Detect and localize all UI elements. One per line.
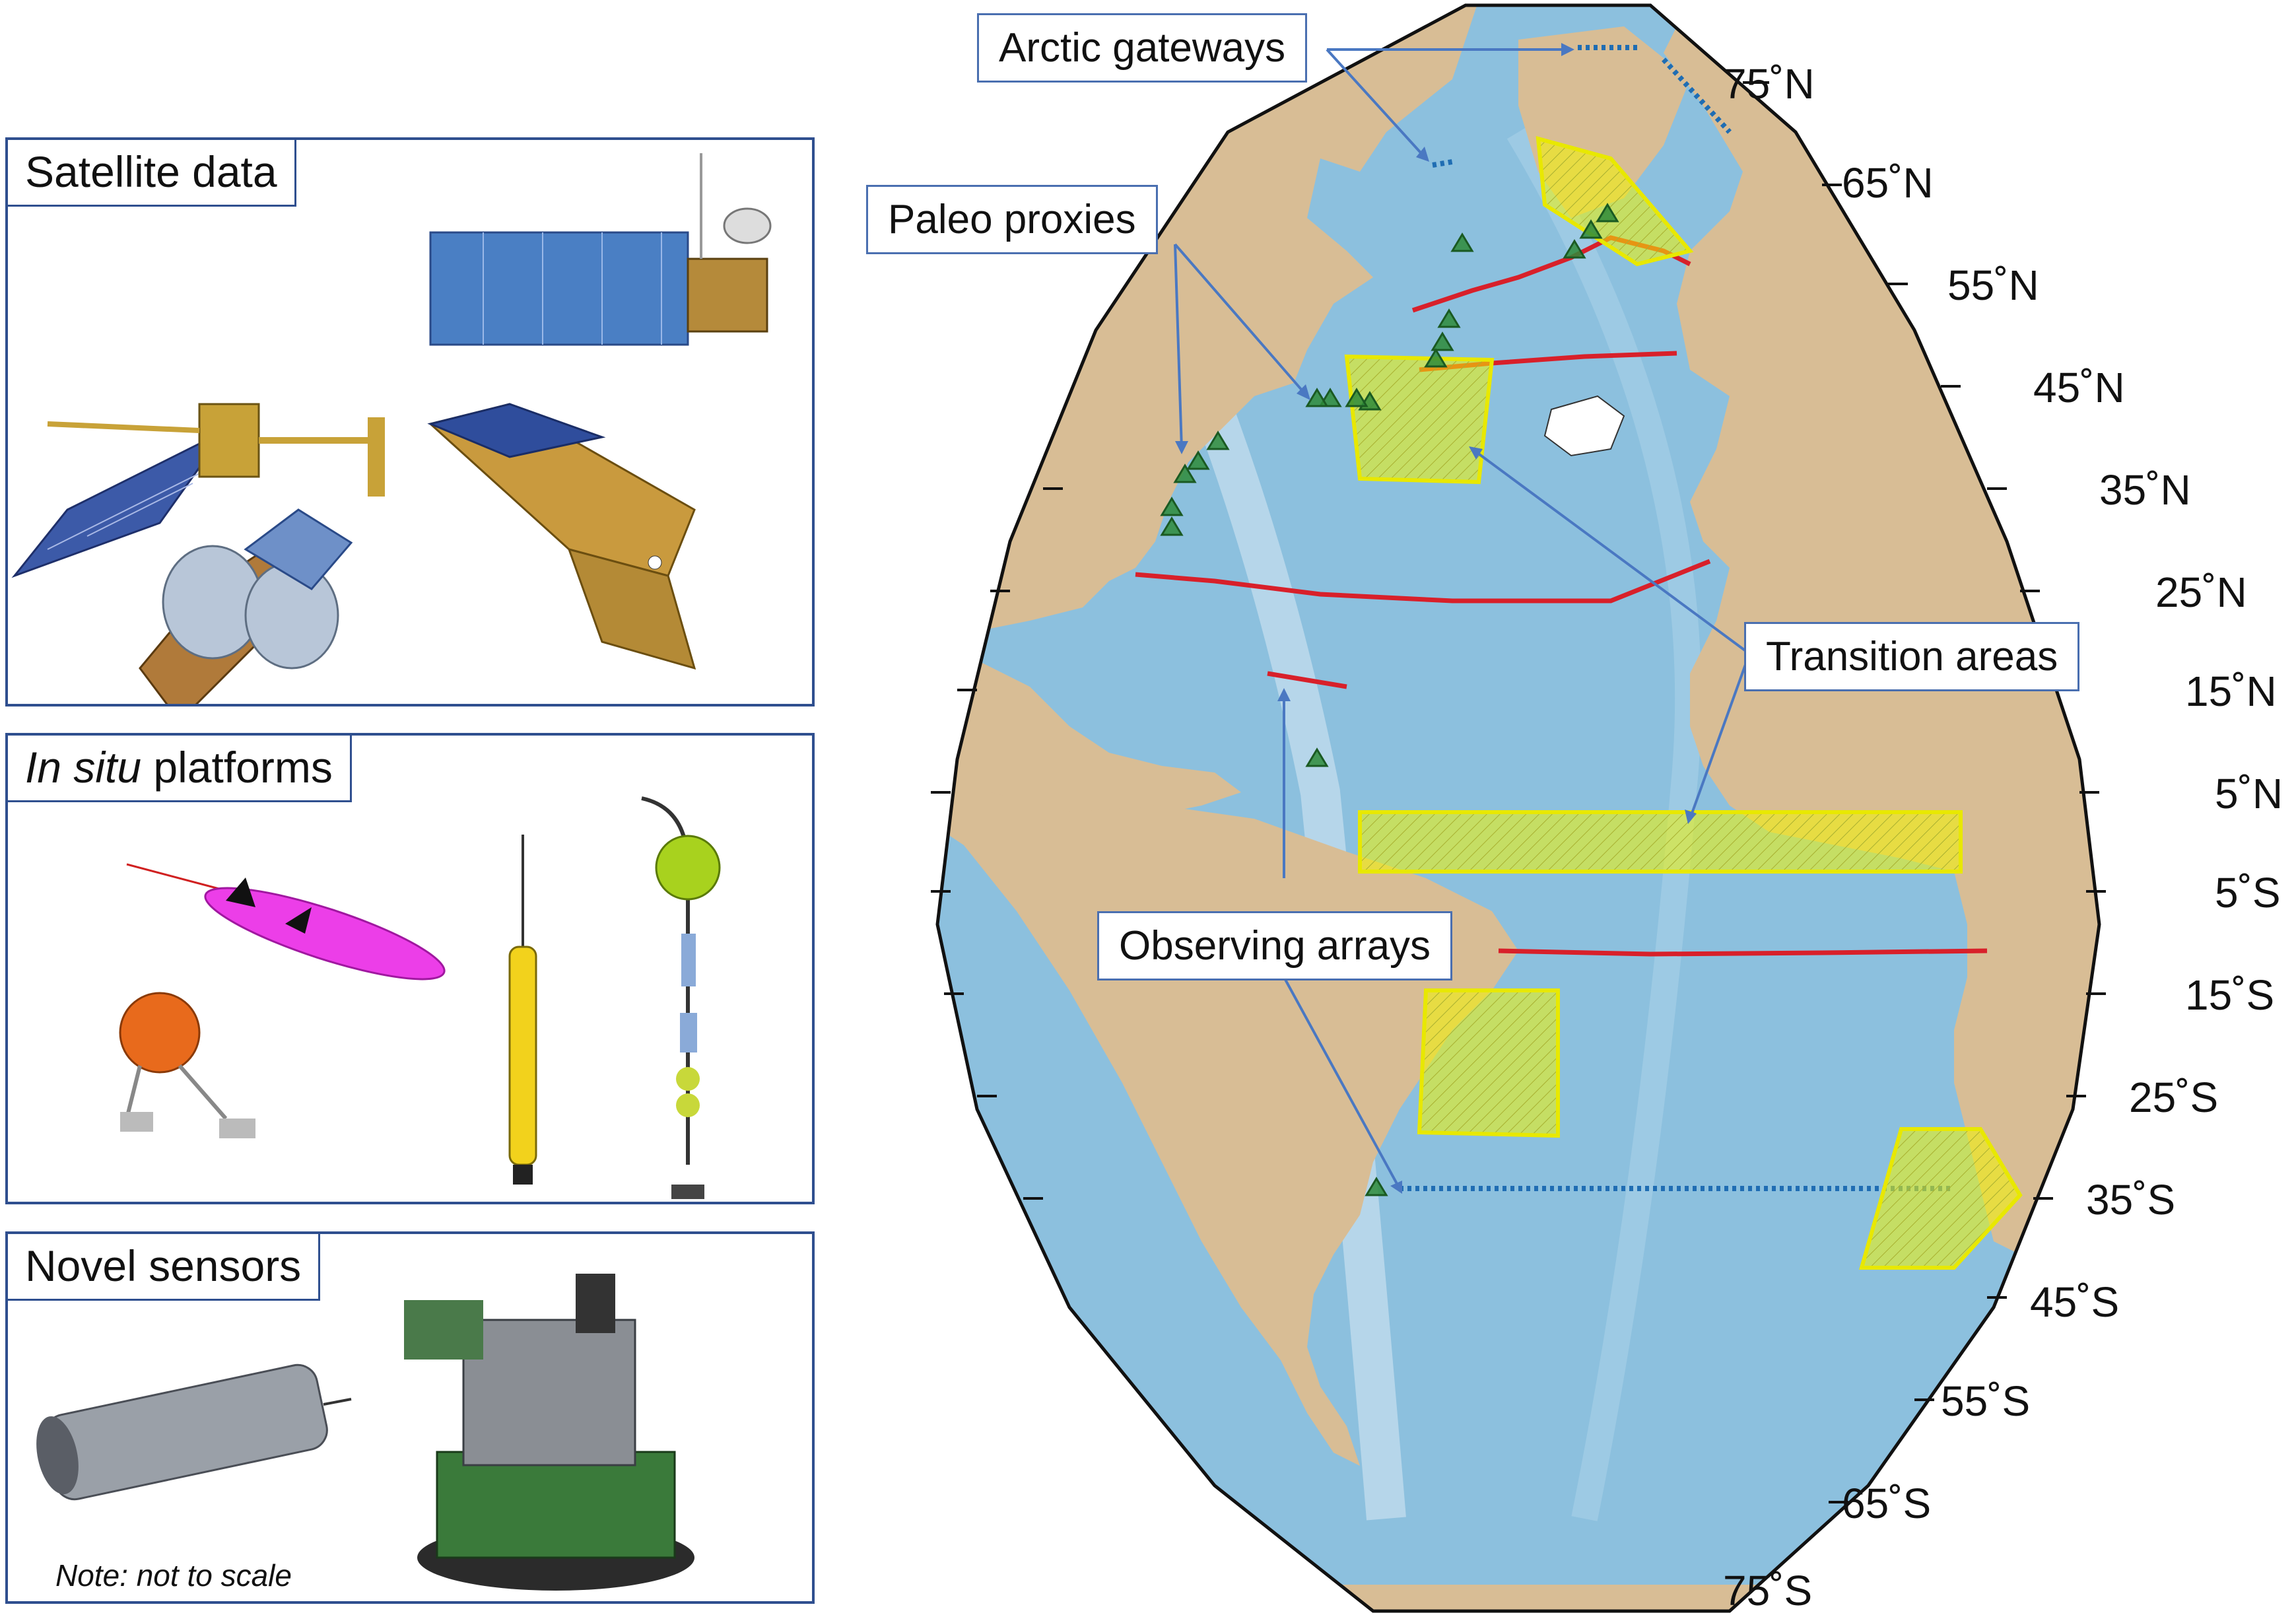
lat-label-55s: 55˚S (1941, 1377, 2031, 1425)
in-situ-illustrations (119, 796, 721, 1199)
lat-label-65s: 65˚S (1842, 1480, 1932, 1527)
lat-label-25s: 25˚S (2129, 1074, 2219, 1121)
lat-label-35n: 35˚N (2099, 466, 2191, 514)
transition-areas (1344, 135, 2023, 1270)
satellite-data-label: Satellite data (8, 140, 296, 207)
iceland-land (1543, 395, 1625, 457)
argo-float-icon (508, 835, 537, 1185)
transition-arrow-1 (1471, 448, 1751, 655)
lat-label-45n: 45˚N (2033, 364, 2125, 411)
paleo-arrow-1 (1174, 244, 1183, 450)
callout-arrows (1174, 48, 1751, 1189)
arrow-heads (1175, 43, 1697, 1194)
lat-label-25n: 25˚N (2155, 568, 2247, 616)
satellite-2-icon (429, 153, 772, 346)
transition-area-brazil (1417, 988, 1560, 1138)
observing-arrow-2 (1283, 977, 1401, 1189)
satellite-data-panel: Satellite data (5, 137, 815, 706)
in-situ-platforms-panel: In situ platforms (5, 733, 815, 1204)
glider-icon (126, 863, 446, 981)
map-frame (935, 3, 2101, 1613)
lat-label-75n: 75˚N (1723, 60, 1815, 108)
in-situ-italic-text: In situ (25, 743, 142, 792)
transition-arrow-2 (1689, 653, 1751, 819)
transition-area-nordic (1536, 135, 1694, 267)
lat-label-5n: 5˚N (2215, 770, 2283, 817)
transition-area-equatorial (1358, 810, 1963, 874)
south-atlantic-line (1498, 948, 1988, 957)
central-america-land (937, 634, 1241, 832)
transition-area-subpolar (1344, 354, 1495, 485)
satellite-1-icon (11, 403, 385, 578)
gateway-lines (1400, 45, 1954, 1191)
observing-arrays-callout: Observing arrays (1097, 911, 1453, 981)
mooring-icon (641, 796, 721, 1199)
barents-line (1662, 57, 1732, 134)
cylindrical-sensor-icon (36, 1363, 352, 1501)
satellite-illustrations (11, 153, 772, 704)
platforms-text: platforms (141, 743, 333, 792)
lat-label-15n: 15˚N (2185, 668, 2277, 715)
satellite-4-icon (427, 403, 696, 670)
scale-note: Note: not to scale (55, 1558, 292, 1593)
sensor-illustrations (36, 1274, 694, 1591)
lat-label-5s: 5˚S (2215, 869, 2281, 916)
davis-strait-line (1432, 159, 1453, 168)
rapid-line (1135, 559, 1711, 603)
transition-area-agulhas (1859, 1127, 2023, 1270)
in-situ-platforms-label: In situ platforms (8, 736, 352, 802)
electronics-sensor-icon (404, 1274, 694, 1591)
arctic-arrow-2 (1326, 48, 1427, 160)
lat-label-55n: 55˚N (1947, 261, 2039, 309)
bottom-lander-icon (119, 992, 255, 1138)
satellite-3-icon (139, 508, 353, 704)
lat-label-75s: 75˚S (1723, 1567, 1813, 1614)
paleo-proxies-callout: Paleo proxies (866, 185, 1158, 254)
caribbean-line (1267, 671, 1347, 689)
novel-sensors-panel: Novel sensors Note: not to scale (5, 1231, 815, 1604)
arctic-gateways-callout: Arctic gateways (977, 13, 1308, 83)
novel-sensors-label: Novel sensors (8, 1234, 321, 1301)
paleo-proxy-markers (1160, 203, 1619, 1196)
lat-label-45s: 45˚S (2030, 1278, 2120, 1326)
lat-label-65n: 65˚N (1842, 159, 1934, 207)
lat-label-35s: 35˚S (2086, 1176, 2176, 1223)
transition-areas-callout: Transition areas (1744, 622, 2080, 691)
paleo-arrow-2 (1174, 243, 1308, 397)
lat-label-15s: 15˚S (2185, 971, 2275, 1019)
